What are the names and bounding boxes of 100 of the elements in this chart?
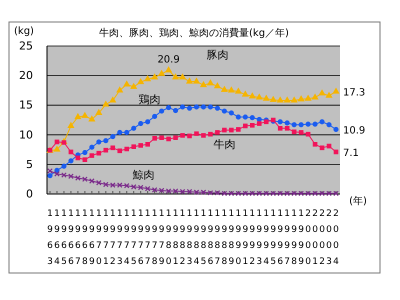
point — [54, 146, 60, 152]
point — [236, 114, 241, 120]
x-tick-label: 1970 — [96, 209, 102, 267]
x-tick-label: 1980 — [166, 209, 172, 267]
point — [138, 121, 144, 126]
point — [124, 130, 130, 135]
point — [172, 74, 179, 80]
x-tick-label: 1982 — [180, 209, 186, 267]
x-tick-label: 1999 — [298, 209, 304, 267]
y-tick-label: 5 — [26, 158, 33, 171]
point — [194, 104, 200, 110]
x-tick-label: 1979 — [158, 209, 165, 267]
point — [62, 140, 66, 145]
point — [250, 115, 255, 120]
point — [179, 74, 186, 80]
point — [88, 116, 96, 122]
point — [319, 119, 325, 124]
point — [102, 100, 110, 107]
x-tick-label: 1971 — [102, 209, 109, 267]
point — [326, 92, 332, 98]
point — [165, 66, 172, 72]
x-tick-label: 1963 — [47, 209, 54, 267]
point — [256, 94, 263, 100]
point — [200, 104, 206, 110]
point — [284, 96, 291, 103]
point — [262, 94, 270, 101]
point — [334, 150, 338, 154]
point — [159, 108, 164, 114]
x-tick-label: 1996 — [277, 209, 284, 267]
data-label: 10.9 — [343, 125, 366, 136]
point — [215, 130, 220, 135]
point — [292, 130, 296, 134]
x-tick-label: 1983 — [186, 209, 193, 267]
point — [243, 124, 248, 128]
point — [166, 136, 171, 142]
point — [248, 92, 256, 98]
point — [90, 153, 94, 158]
x-tick-label: 1975 — [130, 209, 137, 267]
point — [201, 133, 206, 138]
point — [236, 127, 241, 132]
point — [186, 106, 192, 111]
point — [186, 78, 193, 84]
y-tick-label: 20 — [19, 69, 33, 82]
data-label: 7.1 — [343, 148, 359, 159]
point — [89, 144, 94, 150]
data-label: 20.9 — [157, 54, 180, 66]
point — [82, 150, 88, 156]
point — [159, 135, 164, 140]
x-tick-label: 1997 — [284, 209, 290, 267]
series-label: 鶏肉 — [138, 93, 161, 106]
x-tick-label: 2003 — [326, 209, 332, 267]
point — [278, 126, 282, 131]
point — [144, 75, 151, 82]
x-tick-label: 1968 — [82, 209, 88, 267]
point — [151, 74, 158, 80]
point — [208, 104, 213, 110]
point — [270, 96, 277, 102]
x-tick-label: 1985 — [200, 209, 207, 267]
x-tick-label: 1976 — [138, 209, 144, 267]
point — [193, 78, 200, 84]
point — [292, 122, 297, 128]
point — [326, 144, 332, 148]
y-axis-title: (kg) — [14, 26, 34, 37]
point — [123, 80, 130, 87]
x-tick-label: 2001 — [312, 209, 318, 267]
point — [117, 148, 122, 154]
point — [68, 158, 74, 164]
point — [54, 140, 60, 144]
x-tick-label: 1974 — [124, 209, 130, 267]
point — [242, 114, 248, 120]
point — [47, 173, 53, 178]
point — [76, 156, 80, 160]
point — [276, 96, 284, 103]
point — [138, 143, 143, 148]
x-tick-label: 1969 — [88, 209, 95, 267]
x-tick-label: 1972 — [110, 209, 116, 267]
point — [194, 131, 199, 136]
point — [298, 122, 304, 128]
data-label: 17.3 — [343, 88, 366, 99]
point — [284, 126, 290, 131]
x-tick-label: 1998 — [291, 209, 298, 267]
chart-title: 牛肉、豚肉、鶏肉、鯨肉の消費量(kg／年) — [99, 27, 290, 39]
point — [145, 119, 150, 124]
point — [312, 142, 318, 147]
series-label: 豚肉 — [206, 48, 228, 62]
x-tick-label: 1973 — [116, 209, 123, 267]
point — [304, 94, 312, 101]
point — [306, 132, 310, 137]
point — [298, 130, 304, 135]
point — [158, 70, 165, 76]
point — [284, 120, 290, 126]
point — [208, 132, 213, 137]
x-tick-label: 1988 — [222, 209, 228, 267]
x-tick-label: 1984 — [194, 209, 200, 267]
x-tick-label: 1987 — [214, 209, 221, 267]
point — [180, 133, 185, 138]
point — [180, 104, 186, 110]
point — [222, 128, 227, 132]
point — [96, 150, 102, 156]
x-tick-label: 1990 — [235, 209, 242, 267]
